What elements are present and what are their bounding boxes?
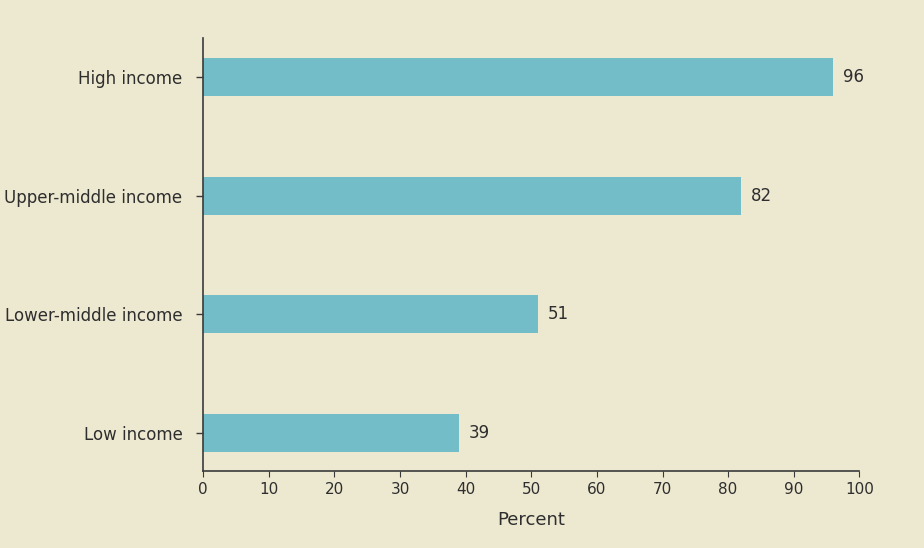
Bar xyxy=(203,414,459,452)
Text: 82: 82 xyxy=(751,186,772,204)
Bar xyxy=(203,295,538,333)
Text: 51: 51 xyxy=(548,305,569,323)
Bar xyxy=(203,58,833,96)
X-axis label: Percent: Percent xyxy=(497,511,565,529)
Bar xyxy=(203,176,741,214)
Text: 39: 39 xyxy=(469,424,490,442)
Text: 96: 96 xyxy=(843,68,864,86)
